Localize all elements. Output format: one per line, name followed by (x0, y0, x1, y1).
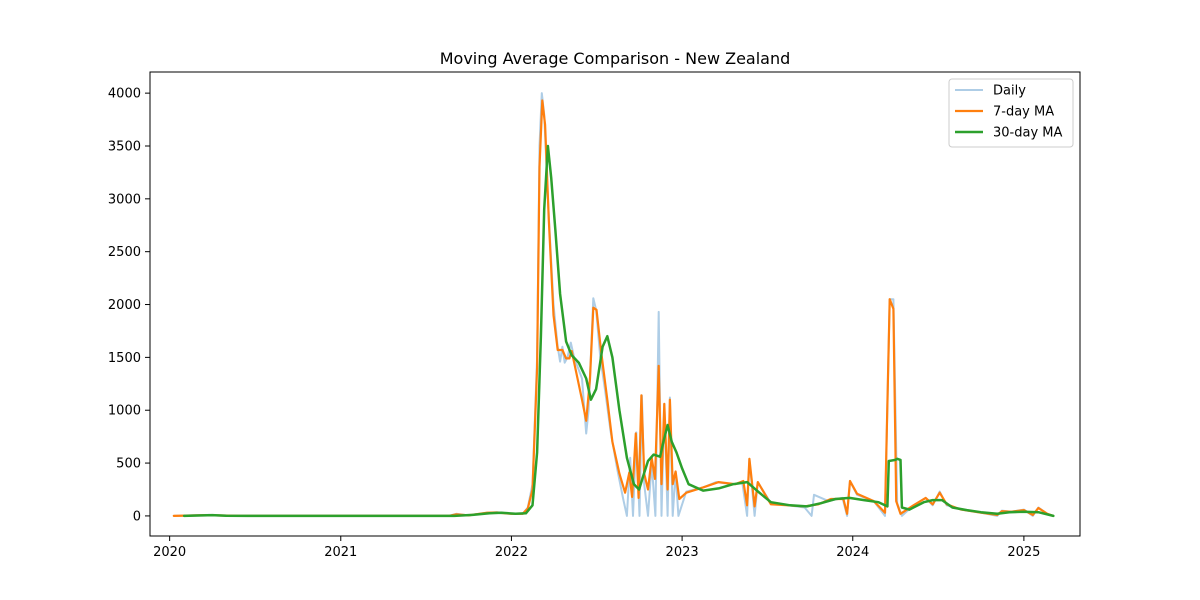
legend: Daily 7-day MA 30-day MA (948, 78, 1074, 148)
y-tick-label: 3500 (108, 139, 141, 154)
series-line-2 (172, 99, 1055, 517)
x-axis: 2020 2021 2022 2023 2024 2025 (153, 536, 1040, 560)
y-axis: 0 500 1000 1500 2000 2500 3000 3500 4000 (108, 87, 150, 524)
series-layer (172, 92, 1055, 518)
legend-label-3: 30-day MA (993, 126, 1062, 141)
y-tick-label: 2500 (108, 245, 141, 260)
y-tick-label: 2000 (108, 298, 141, 313)
x-tick-label: 2020 (153, 545, 186, 560)
y-tick-label: 1500 (108, 351, 141, 366)
chart-title: Moving Average Comparison - New Zealand (440, 49, 791, 68)
plot-frame (149, 71, 1081, 537)
x-tick-label: 2025 (1007, 545, 1040, 560)
y-tick-label: 0 (133, 509, 141, 524)
y-tick-label: 4000 (108, 87, 141, 102)
y-tick-label: 3000 (108, 192, 141, 207)
x-tick-label: 2022 (495, 545, 528, 560)
y-tick-label: 1000 (108, 404, 141, 419)
legend-label-1: Daily (993, 84, 1026, 99)
series-line-3 (182, 144, 1055, 518)
y-tick-label: 500 (116, 457, 141, 472)
x-tick-label: 2023 (666, 545, 699, 560)
x-tick-label: 2024 (836, 545, 869, 560)
x-tick-label: 2021 (324, 545, 357, 560)
legend-label-2: 7-day MA (993, 105, 1054, 120)
legend-box (948, 78, 1074, 148)
